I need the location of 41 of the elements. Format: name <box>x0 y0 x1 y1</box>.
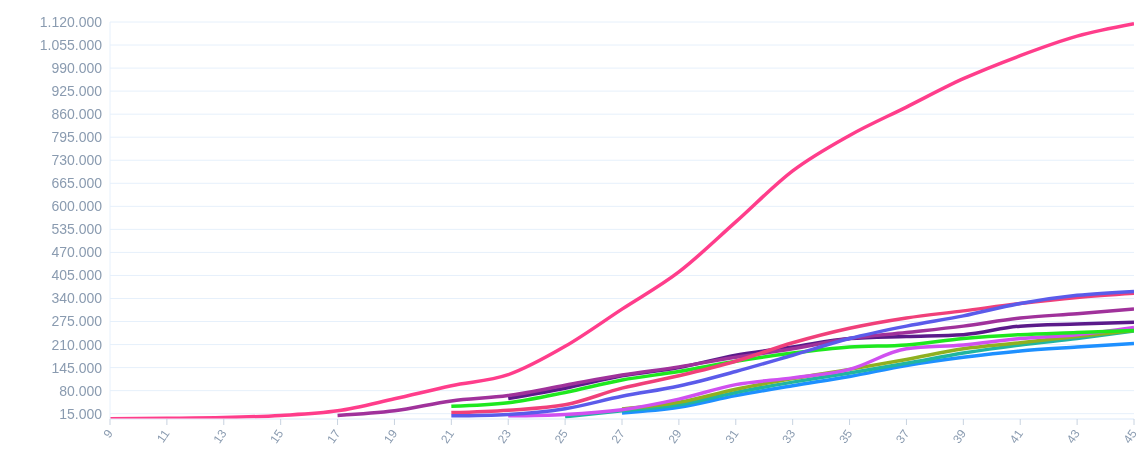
line-series <box>620 341 1134 415</box>
y-tick-label: 340.000 <box>51 290 103 307</box>
x-tick-label: 33 <box>779 426 799 446</box>
y-tick-label: 145.000 <box>51 359 103 376</box>
x-tick-label: 11 <box>154 426 173 446</box>
y-tick-label: 795.000 <box>51 129 103 146</box>
line-series <box>110 22 1134 419</box>
y-tick-label: 665.000 <box>51 175 103 192</box>
x-tick-label: 25 <box>551 426 572 446</box>
x-tick-label: 39 <box>949 426 970 446</box>
y-tick-label: 730.000 <box>51 152 103 169</box>
y-tick-label: 405.000 <box>51 267 103 284</box>
line-series <box>335 307 1134 418</box>
x-tick-label: 17 <box>324 426 344 446</box>
y-tick-label: 210.000 <box>51 336 103 353</box>
x-tick-label: 45 <box>1120 426 1140 446</box>
y-tick-label: 15.000 <box>59 405 103 422</box>
line-series <box>449 328 1134 408</box>
y-tick-label: 860.000 <box>51 106 103 123</box>
y-tick-label: 925.000 <box>51 83 103 100</box>
x-tick-label: 29 <box>665 426 685 446</box>
y-tick-label: 470.000 <box>51 244 103 261</box>
x-tick-label: 19 <box>381 426 401 446</box>
x-tick-label: 43 <box>1063 426 1084 446</box>
x-tick-label: 37 <box>893 426 913 446</box>
y-tick-label: 600.000 <box>51 198 103 215</box>
y-tick-label: 80.000 <box>59 382 103 399</box>
y-tick-label: 275.000 <box>51 313 103 330</box>
x-tick-label: 27 <box>608 426 628 446</box>
x-tick-label: 13 <box>210 426 230 446</box>
y-tick-label: 1.055.000 <box>39 37 103 54</box>
y-tick-label: 990.000 <box>51 60 103 77</box>
x-tick-label: 41 <box>1006 426 1027 446</box>
x-tick-label: 31 <box>722 426 742 446</box>
x-tick-label: 35 <box>836 426 856 446</box>
y-tick-label: 535.000 <box>51 221 103 238</box>
x-tick-label: 21 <box>437 426 458 446</box>
x-tick-label: 23 <box>494 426 515 446</box>
y-tick-label: 1.120.000 <box>39 13 103 30</box>
x-tick-label: 15 <box>267 426 287 446</box>
x-tick-label: 9 <box>100 426 116 441</box>
